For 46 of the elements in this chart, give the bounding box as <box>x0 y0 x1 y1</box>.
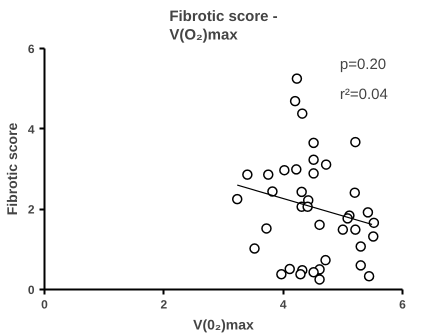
x-tick-label: 6 <box>399 298 406 312</box>
point <box>284 264 295 274</box>
point <box>350 187 360 198</box>
point <box>314 274 325 285</box>
annotation: r²=0.04 <box>340 86 388 104</box>
y-tick-label: 2 <box>28 202 35 217</box>
x-axis-title: V(0₂)max <box>193 316 254 332</box>
point <box>314 220 325 230</box>
point <box>364 271 374 282</box>
point <box>308 138 319 148</box>
y-axis-title: Fibrotic score <box>4 122 20 216</box>
point <box>297 108 308 119</box>
point <box>295 268 306 280</box>
point <box>291 164 302 175</box>
point <box>308 168 319 179</box>
point <box>350 136 361 148</box>
point <box>320 254 331 266</box>
point <box>279 164 290 176</box>
point <box>232 194 242 204</box>
point <box>362 207 374 218</box>
point <box>308 154 319 166</box>
point <box>263 169 274 180</box>
point <box>276 268 287 280</box>
point <box>355 241 366 252</box>
chart-title: Fibrotic score - V(O₂)max <box>169 8 278 44</box>
point <box>355 260 366 271</box>
point <box>308 266 319 278</box>
point <box>338 224 348 235</box>
point <box>249 243 260 254</box>
y-tick-label: 6 <box>28 42 35 56</box>
point <box>290 96 300 106</box>
point <box>267 186 278 197</box>
point <box>292 73 302 84</box>
point <box>350 224 361 235</box>
point <box>242 169 253 180</box>
point <box>368 231 379 242</box>
x-tick-label: 0 <box>41 298 48 312</box>
y-tick-label: 0 <box>28 283 35 297</box>
point <box>320 159 332 170</box>
y-tick-label: 4 <box>28 122 35 136</box>
point <box>368 218 380 228</box>
point <box>296 186 307 198</box>
annotation: p=0.20 <box>340 56 386 74</box>
x-tick-label: 4 <box>280 298 287 312</box>
x-tick-label: 2 <box>160 298 168 312</box>
point <box>261 223 272 234</box>
